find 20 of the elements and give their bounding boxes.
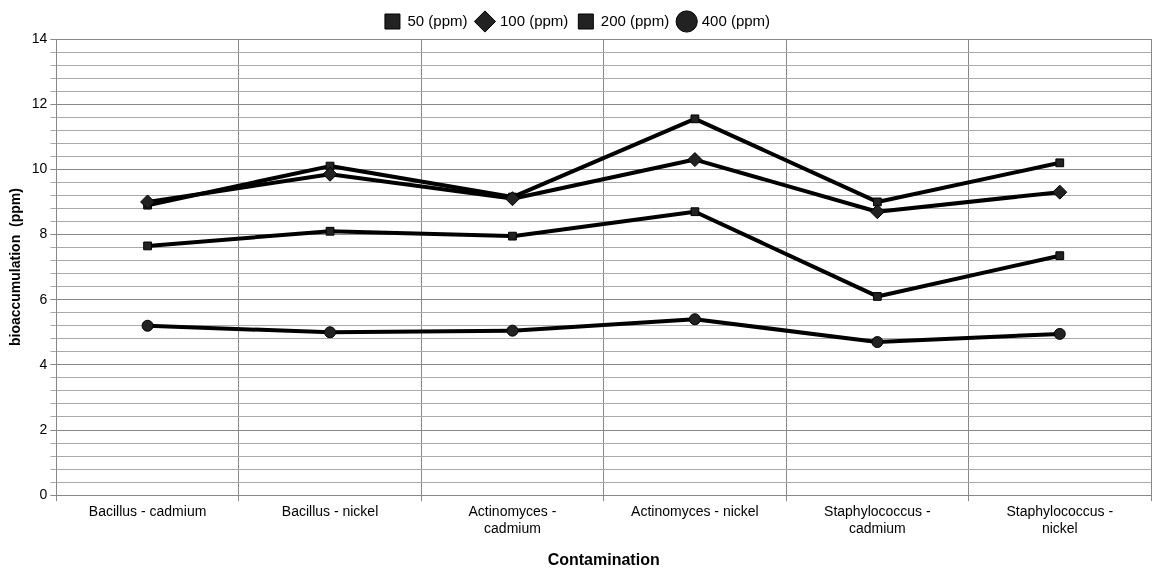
legend-label: 400 (ppm) bbox=[701, 11, 771, 29]
y-tick-label: 4 bbox=[39, 355, 48, 372]
x-tick-label: Staphylococcus - nickel bbox=[1006, 503, 1114, 537]
y-tick-label: 14 bbox=[31, 29, 48, 46]
x-tick-label: Bacillus - cadmium bbox=[88, 503, 207, 520]
legend-label: 100 (ppm) bbox=[499, 11, 569, 29]
y-tick-label: 0 bbox=[39, 486, 48, 503]
x-axis-title: Contamination bbox=[547, 550, 660, 568]
y-tick-label: 6 bbox=[39, 290, 48, 307]
legend-label: 50 (ppm) bbox=[407, 11, 468, 29]
x-tick-label: Staphylococcus - cadmium bbox=[824, 503, 931, 537]
y-tick-label: 2 bbox=[39, 420, 48, 437]
x-tick-label: Actinomyces - cadmium bbox=[468, 503, 557, 537]
y-tick-label: 12 bbox=[31, 95, 48, 112]
y-axis-title: bioaccumulation (ppm) bbox=[7, 188, 24, 347]
legend-label: 200 (ppm) bbox=[600, 11, 670, 29]
y-tick-label: 8 bbox=[39, 225, 48, 242]
x-tick-label: Bacillus - nickel bbox=[281, 503, 379, 520]
x-tick-label: Actinomyces - nickel bbox=[631, 503, 759, 520]
y-tick-label: 10 bbox=[31, 160, 48, 177]
